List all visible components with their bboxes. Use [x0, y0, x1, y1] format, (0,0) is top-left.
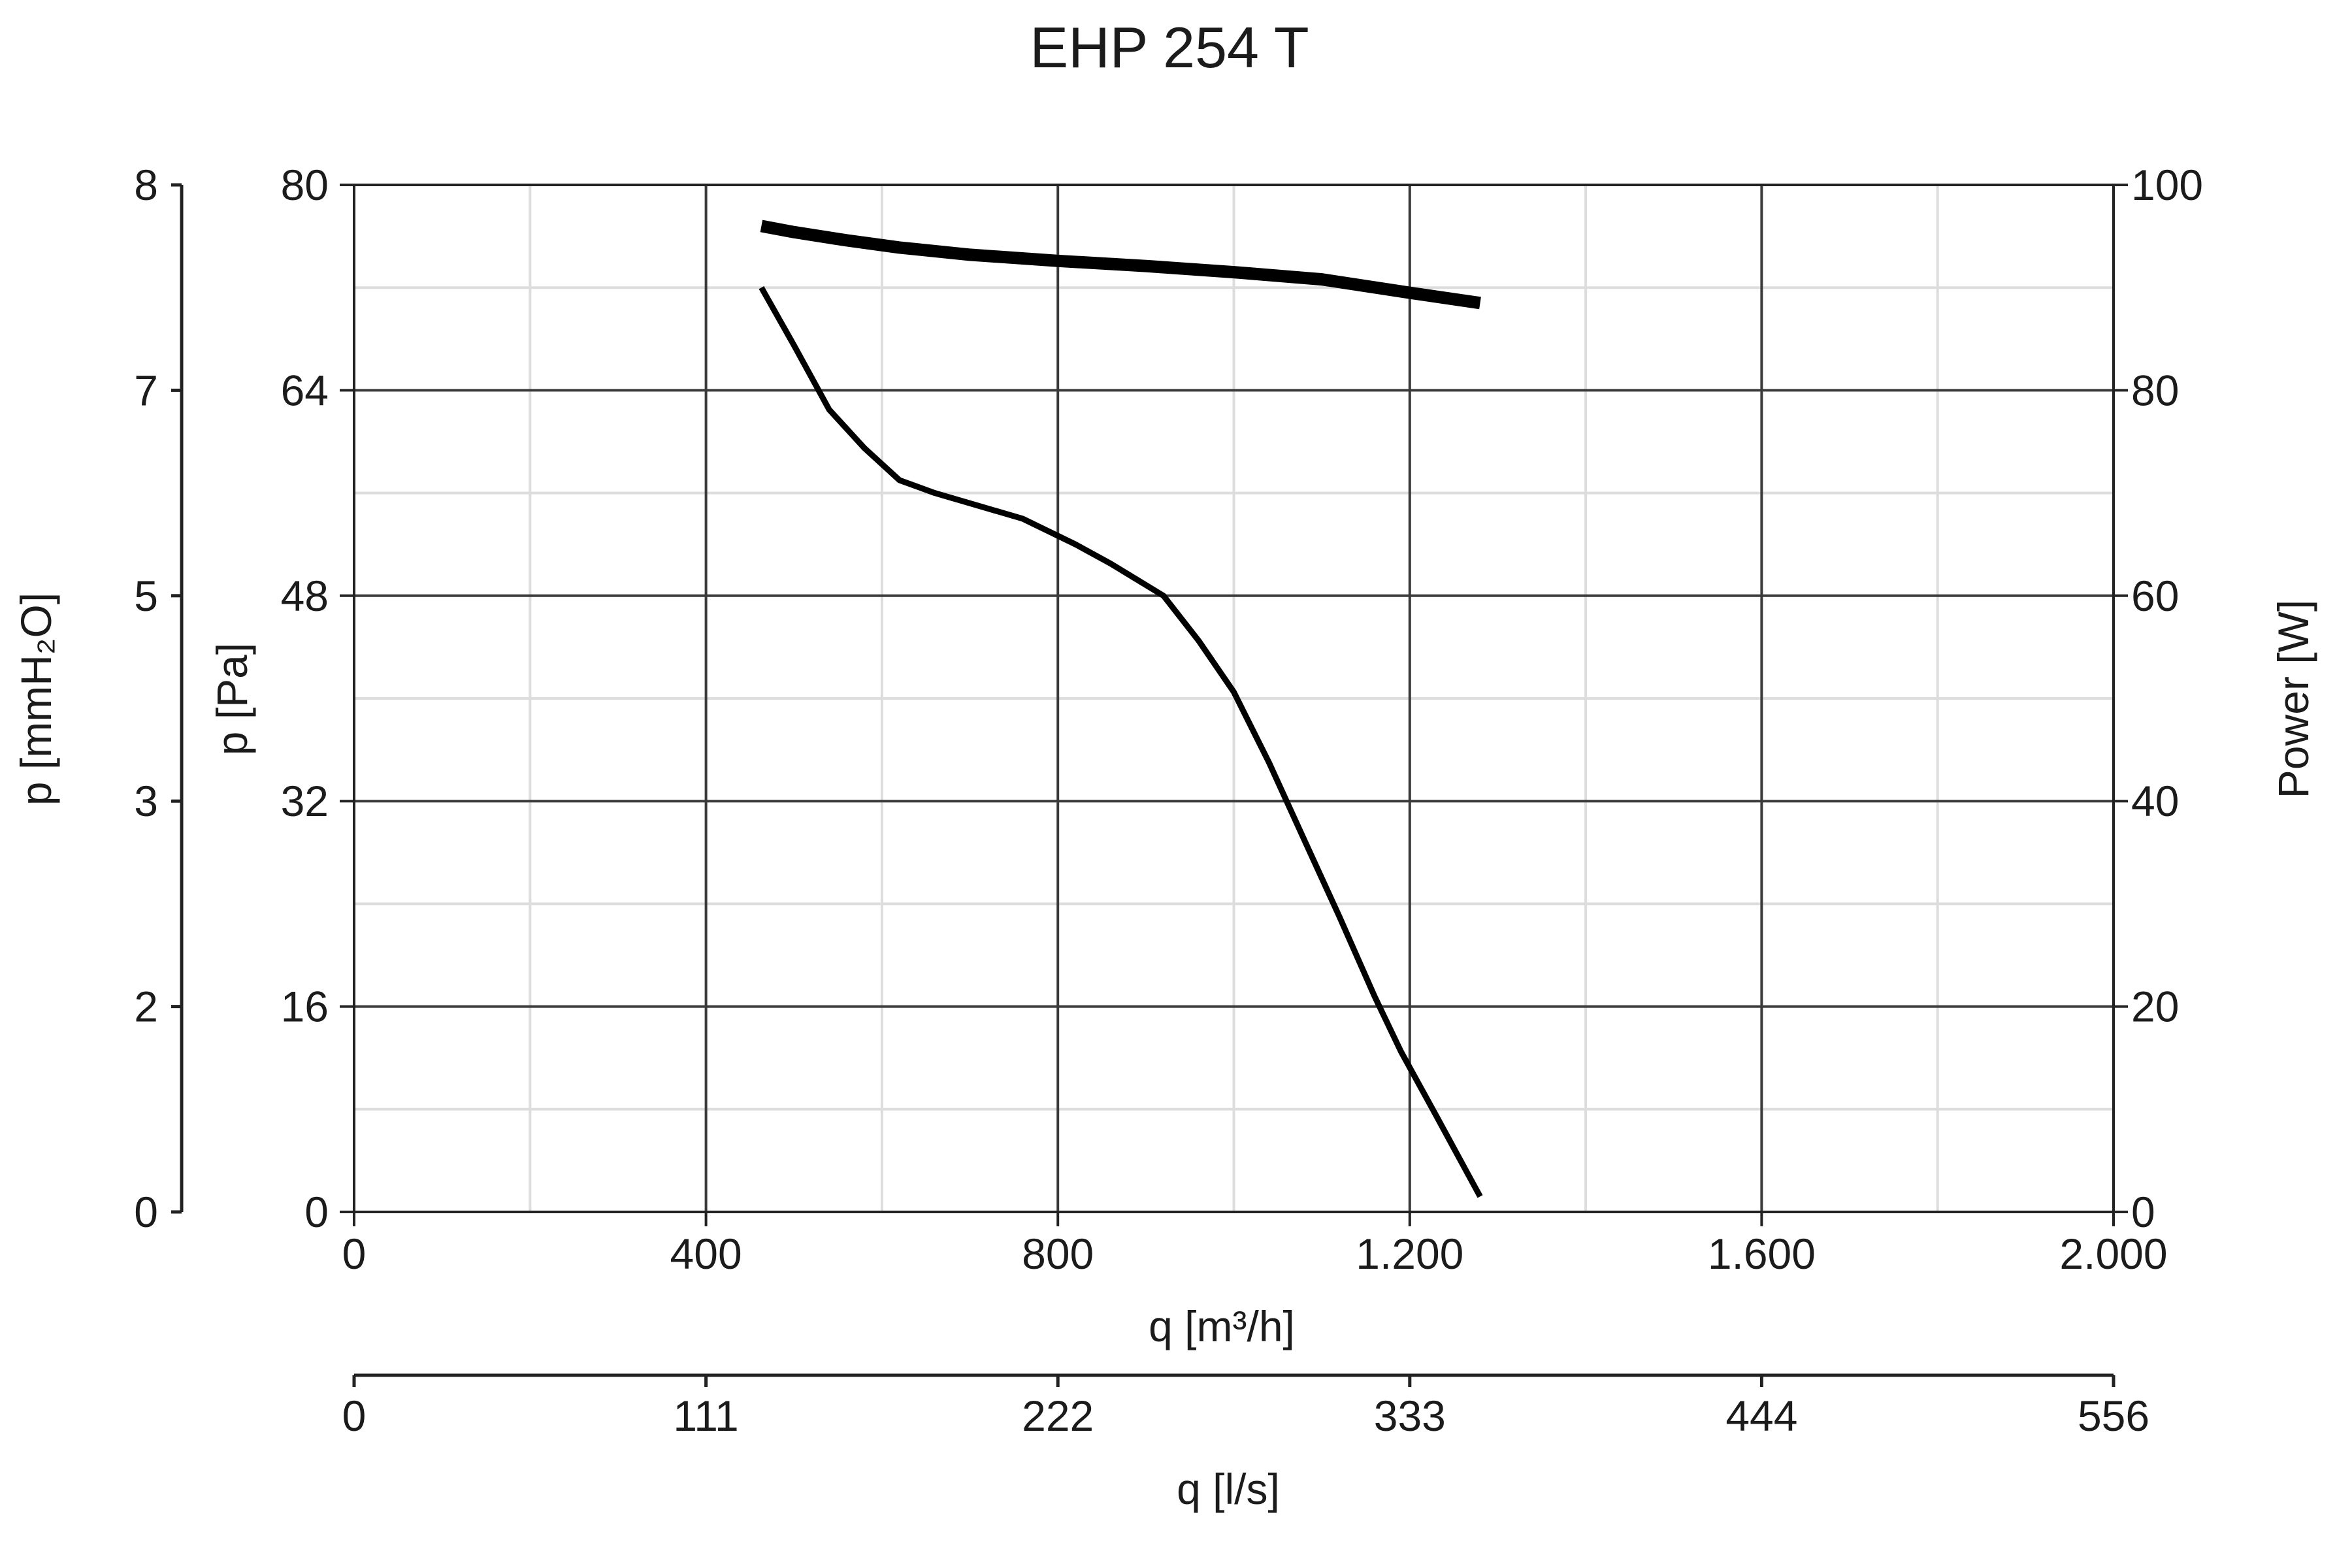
x-tick-label: 1.600	[1708, 1230, 1816, 1278]
chart-title: EHP 254 T	[1030, 15, 1309, 80]
y3-tick-label: 60	[2131, 572, 2179, 620]
major-gridlines	[354, 185, 2114, 1212]
y3-axis-tick-labels: 0 20 40 60 80 100	[2131, 161, 2203, 1236]
y2-tick-label: 3	[134, 777, 158, 825]
x2-axis-tick-labels: 0 111 222 333 444 556	[342, 1392, 2149, 1440]
data-series	[759, 220, 1483, 1198]
y-tick-label: 64	[281, 366, 329, 414]
y-tick-label: 80	[281, 161, 329, 209]
pressure-curve-line	[759, 286, 1483, 1198]
x2-tick-label: 556	[2078, 1392, 2149, 1440]
y3-tick-label: 100	[2131, 161, 2203, 209]
y3-tick-label: 40	[2131, 777, 2179, 825]
y2-tick-label: 8	[134, 161, 158, 209]
x2-tick-label: 444	[1725, 1392, 1797, 1440]
y-tick-label: 0	[304, 1188, 329, 1236]
y2-tick-label: 5	[134, 572, 158, 620]
plot-border	[353, 184, 2115, 1213]
y2-axis-tick-labels: 0 2 3 5 7 8	[134, 161, 158, 1236]
y-tick-label: 32	[281, 777, 329, 825]
plot-frame	[340, 184, 2128, 1226]
y3-tick-label: 80	[2131, 366, 2179, 414]
x-axis-tick-labels: 0 400 800 1.200 1.600 2.000	[342, 1230, 2168, 1278]
y-tick-label: 16	[281, 983, 329, 1031]
y-axis-tick-labels: 0 16 32 48 64 80	[281, 161, 329, 1236]
y2-tick-label: 2	[134, 983, 158, 1031]
y3-axis-label: Power [W]	[2269, 600, 2317, 798]
x-tick-label: 1.200	[1356, 1230, 1463, 1278]
y3-tick-label: 0	[2131, 1188, 2155, 1236]
y2-tick-label: 0	[134, 1188, 158, 1236]
y-tick-label: 48	[281, 572, 329, 620]
x2-axis-label: q [l/s]	[1177, 1465, 1280, 1513]
y-axis-label: p [Pa]	[208, 643, 256, 755]
y2-tick-label: 7	[134, 366, 158, 414]
x2-tick-label: 111	[673, 1392, 738, 1440]
secondary-axes	[171, 183, 2115, 1387]
y3-tick-label: 20	[2131, 983, 2179, 1031]
minor-gridlines	[354, 185, 2114, 1212]
x2-tick-label: 333	[1374, 1392, 1446, 1440]
x2-tick-label: 0	[342, 1392, 367, 1440]
x-tick-label: 400	[670, 1230, 742, 1278]
x-tick-label: 0	[342, 1230, 367, 1278]
x-axis-label: q [m³/h]	[1149, 1302, 1295, 1350]
x-tick-label: 2.000	[2059, 1230, 2167, 1278]
power-curve-line	[760, 220, 1481, 310]
x-tick-label: 800	[1022, 1230, 1094, 1278]
x2-tick-label: 222	[1022, 1392, 1094, 1440]
y2-axis-label: p [mmH₂O]	[12, 593, 60, 806]
